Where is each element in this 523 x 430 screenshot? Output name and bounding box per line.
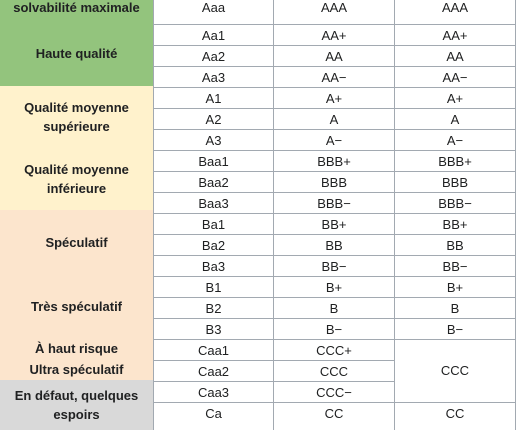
category-label: Qualité moyenne supérieure [24,100,129,134]
rating-cell: BBB [395,171,515,192]
rating-cell: Baa2 [154,171,273,192]
rating-cell: B+ [274,276,394,297]
rating-cell: CCC− [274,381,394,402]
rating-cell: A− [395,129,515,150]
rating-cell: Baa3 [154,192,273,213]
rating-cell: B+ [395,276,515,297]
rating-cell: BB− [395,255,515,276]
rating-cell: CCC+ [274,339,394,360]
category-cell: Spéculatif [0,210,153,274]
rating-cell: Aaa [201,0,226,15]
rating-cell: B1 [154,276,273,297]
rating-cell: CCC [274,360,394,381]
rating-cell: A [395,108,515,129]
category-cell: Qualité moyenne inférieure [0,148,153,210]
column-divider [515,0,516,430]
rating-cell: BBB [274,171,394,192]
category-cell: En défaut, quelques espoirs [0,380,153,430]
rating-cell [395,381,515,402]
rating-cell: AA+ [274,24,394,45]
rating-cell: A+ [274,87,394,108]
rating-cell: BBB+ [274,150,394,171]
rating-cell: Ba1 [154,213,273,234]
rating-cell: BBB+ [395,150,515,171]
rating-cell: A1 [154,87,273,108]
category-cell: Haute qualité [0,20,153,86]
rating-cell: Aa3 [154,66,273,87]
rating-cell: A− [274,129,394,150]
rating-cell: CC [395,402,515,423]
category-cell: Très spéculatif [0,274,153,338]
category-cell: solvabilité maximale [0,0,153,20]
rating-cell: AA [395,45,515,66]
rating-cell: BB− [274,255,394,276]
rating-cell: Caa1 [154,339,273,360]
category-label: En défaut, quelques espoirs [14,388,139,422]
rating-cell: A2 [154,108,273,129]
rating-cell [395,339,515,360]
rating-cell: B2 [154,297,273,318]
category-label: solvabilité maximale [13,0,140,15]
rating-cell: Caa2 [154,360,273,381]
category-label: Ultra spéculatif [29,362,124,377]
rating-cell: B− [395,318,515,339]
category-label: À haut risque [34,341,119,356]
rating-cell: Ba3 [154,255,273,276]
category-label: Spéculatif [45,234,108,250]
rating-cell: AA− [274,66,394,87]
rating-cell: B3 [154,318,273,339]
rating-cell: Caa3 [154,381,273,402]
rating-cell: BB+ [395,213,515,234]
rating-cell: BB [395,234,515,255]
rating-cell: CC [274,402,394,423]
rating-cell: AA− [395,66,515,87]
rating-cell: Aa1 [154,24,273,45]
rating-cell: AAA [441,0,468,15]
rating-cell: BB+ [274,213,394,234]
rating-cell: A [274,108,394,129]
category-label: Haute qualité [35,45,118,61]
rating-cell: AA+ [395,24,515,45]
rating-cell: Ba2 [154,234,273,255]
category-cell: Qualité moyenne supérieure [0,86,153,148]
rating-cell: B [274,297,394,318]
rating-cell: BBB− [274,192,394,213]
rating-cell: B [395,297,515,318]
rating-cell: AA [274,45,394,66]
category-label: Qualité moyenne inférieure [24,162,129,196]
rating-cell: A3 [154,129,273,150]
rating-cell: Ca [154,402,273,423]
column-divider [153,0,154,430]
rating-cell: Aa2 [154,45,273,66]
rating-cell: CCC [440,363,470,378]
rating-cell: AAA [320,0,347,15]
column-divider [273,0,274,430]
rating-cell: B− [274,318,394,339]
category-label: Très spéculatif [30,298,123,314]
category-cell: À haut risque Ultra spéculatif [0,338,153,380]
rating-cell: A+ [395,87,515,108]
rating-cell: Baa1 [154,150,273,171]
rating-cell: BB [274,234,394,255]
rating-cell: BBB− [395,192,515,213]
column-divider [394,0,395,430]
